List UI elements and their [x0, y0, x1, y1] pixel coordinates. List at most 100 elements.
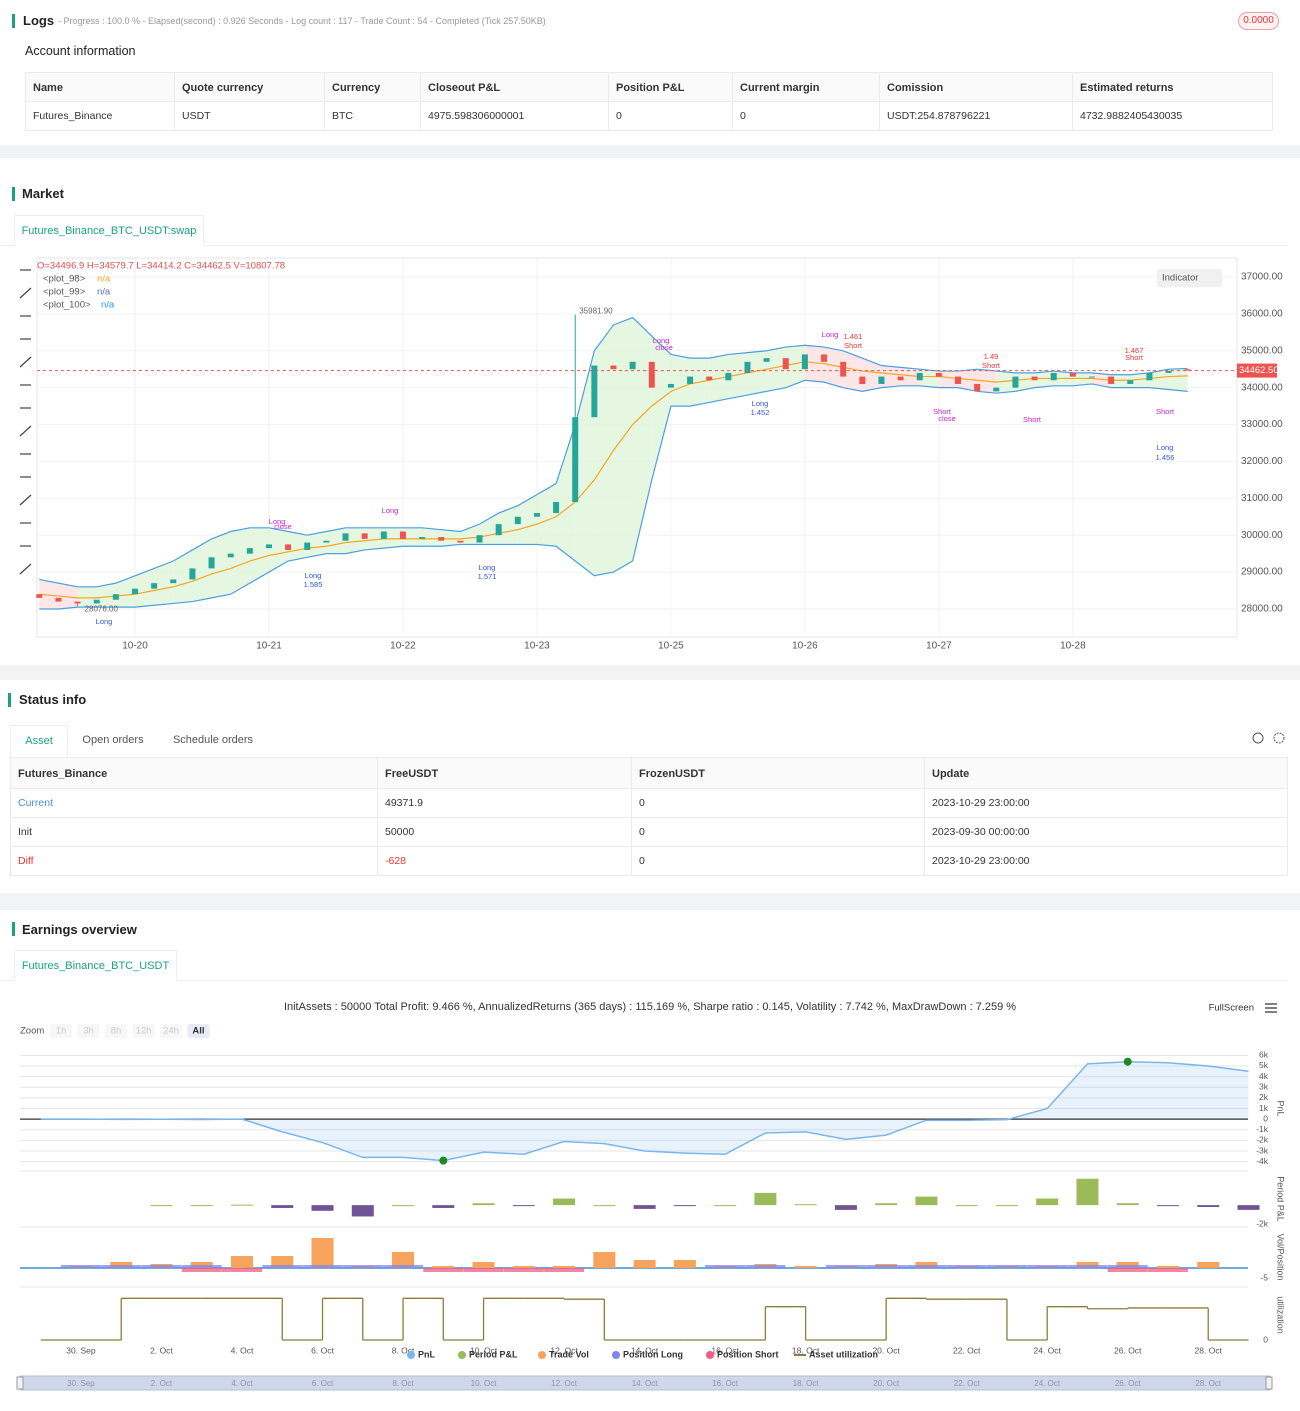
bar — [754, 1192, 777, 1206]
indicator-button[interactable] — [1157, 269, 1222, 287]
tab[interactable]: Futures_Binance_BTC_USDT — [14, 950, 177, 981]
candle-body — [208, 557, 215, 569]
candle-body — [1127, 380, 1134, 384]
table-cell: 49371.9 — [378, 789, 632, 818]
bar — [946, 1265, 987, 1268]
table-cell: Futures_Binance — [25, 102, 175, 131]
legend-marker[interactable] — [407, 1351, 415, 1359]
bar — [1107, 1265, 1148, 1268]
zoom-button-label[interactable]: 8h — [111, 1026, 122, 1037]
toolbar-icon[interactable] — [19, 287, 32, 299]
band-fill — [326, 527, 346, 554]
candle-body — [112, 594, 119, 600]
cloud-icon[interactable] — [1252, 732, 1264, 744]
zoom-button-label[interactable]: All — [192, 1026, 204, 1037]
band-fill — [843, 350, 863, 392]
candle-body — [151, 583, 158, 589]
navigator-label: 20. Oct — [873, 1379, 900, 1388]
band-fill — [498, 505, 518, 545]
zoom-button-label[interactable]: 1h — [56, 1026, 67, 1037]
trade-label: Short — [1156, 407, 1175, 416]
bar — [633, 1205, 656, 1209]
legend-marker[interactable] — [706, 1351, 714, 1359]
band-fill — [288, 531, 308, 562]
toolbar-icon[interactable] — [19, 494, 32, 506]
legend-label[interactable]: Period P&L — [469, 1349, 518, 1359]
candle-body — [533, 513, 540, 517]
y-tick-label: -2k — [1256, 1135, 1269, 1145]
bar — [1197, 1262, 1220, 1268]
y-tick-label: 0 — [1263, 1113, 1268, 1123]
legend-label[interactable]: Position Short — [717, 1349, 779, 1359]
legend-label[interactable]: Asset utilization — [809, 1349, 878, 1359]
zoom-button-label[interactable]: 24h — [163, 1026, 179, 1037]
candle-body — [323, 540, 330, 543]
table-cell: 2023-09-30 00:00:00 — [925, 818, 1288, 847]
table-header: Update — [925, 757, 1288, 789]
candle-body — [974, 383, 981, 392]
zoom-button[interactable] — [105, 1024, 127, 1038]
indicator-label[interactable]: Indicator — [1162, 273, 1198, 284]
tab[interactable]: Futures_Binance_BTC_USDT:swap — [14, 215, 204, 246]
band-fill — [594, 324, 614, 576]
y-tick-label: 35000.00 — [1241, 345, 1283, 356]
candle-body — [935, 372, 942, 377]
band-line — [39, 316, 1188, 588]
navigator-label: 8. Oct — [392, 1379, 414, 1388]
trade-label: Short — [933, 407, 952, 416]
zoom-button-label[interactable]: 12h — [136, 1026, 152, 1037]
tab[interactable]: Open orders — [82, 734, 144, 746]
bar — [150, 1205, 173, 1207]
table-cell: 0 — [632, 818, 925, 847]
bar — [432, 1266, 455, 1268]
x-tick-label: 26. Oct — [1114, 1345, 1142, 1355]
toolbar-icon[interactable] — [19, 563, 32, 575]
zoom-button[interactable] — [187, 1024, 210, 1038]
legend-marker[interactable] — [612, 1351, 620, 1359]
candle-body — [878, 376, 885, 384]
legend-label[interactable]: Position Long — [623, 1349, 683, 1359]
legend-label[interactable]: PnL — [418, 1349, 436, 1359]
toolbar-icon[interactable] — [19, 356, 32, 368]
zoom-button[interactable] — [160, 1024, 182, 1038]
table-cell: Diff — [10, 847, 378, 876]
candle-body — [744, 361, 751, 373]
bar — [906, 1265, 947, 1268]
candle-body — [955, 376, 962, 384]
legend-label[interactable]: Trade Vol — [549, 1349, 589, 1359]
zoom-button-label[interactable]: 3h — [83, 1026, 94, 1037]
legend-marker[interactable] — [458, 1351, 466, 1359]
section-title: Earnings overview — [22, 922, 137, 937]
band-fill — [862, 358, 882, 392]
band-fill — [670, 354, 691, 407]
table-header: Position P&L — [609, 72, 733, 102]
candle-body — [763, 358, 770, 362]
navigator-handle[interactable] — [16, 1376, 24, 1390]
x-tick-label: 10-21 — [256, 641, 282, 652]
band-fill — [77, 586, 97, 608]
y-tick-label: 32000.00 — [1241, 456, 1283, 467]
candle-body — [457, 540, 464, 543]
y-tick-label: 34000.00 — [1241, 382, 1283, 393]
tab[interactable]: Asset — [10, 725, 68, 757]
trade-label: 1.456 — [1156, 453, 1175, 462]
legend-marker[interactable] — [538, 1351, 546, 1359]
bar — [794, 1266, 817, 1268]
candle-body — [801, 354, 808, 370]
zoom-button[interactable] — [50, 1024, 72, 1038]
settings-icon[interactable] — [1273, 732, 1285, 744]
bar — [503, 1268, 544, 1272]
tab[interactable]: Schedule orders — [172, 734, 254, 746]
bar — [181, 1265, 222, 1268]
candle-body — [706, 376, 713, 381]
band-fill — [938, 371, 959, 388]
plot-frame — [36, 257, 1238, 638]
low-label: 28076.00 — [85, 604, 119, 613]
zoom-button[interactable] — [77, 1024, 100, 1038]
fullscreen[interactable]: FullScreen — [1209, 1003, 1254, 1014]
band-fill — [115, 575, 135, 608]
toolbar-icon[interactable] — [19, 425, 32, 437]
zoom-button[interactable] — [132, 1024, 155, 1038]
navigator-handle[interactable] — [1265, 1376, 1273, 1390]
